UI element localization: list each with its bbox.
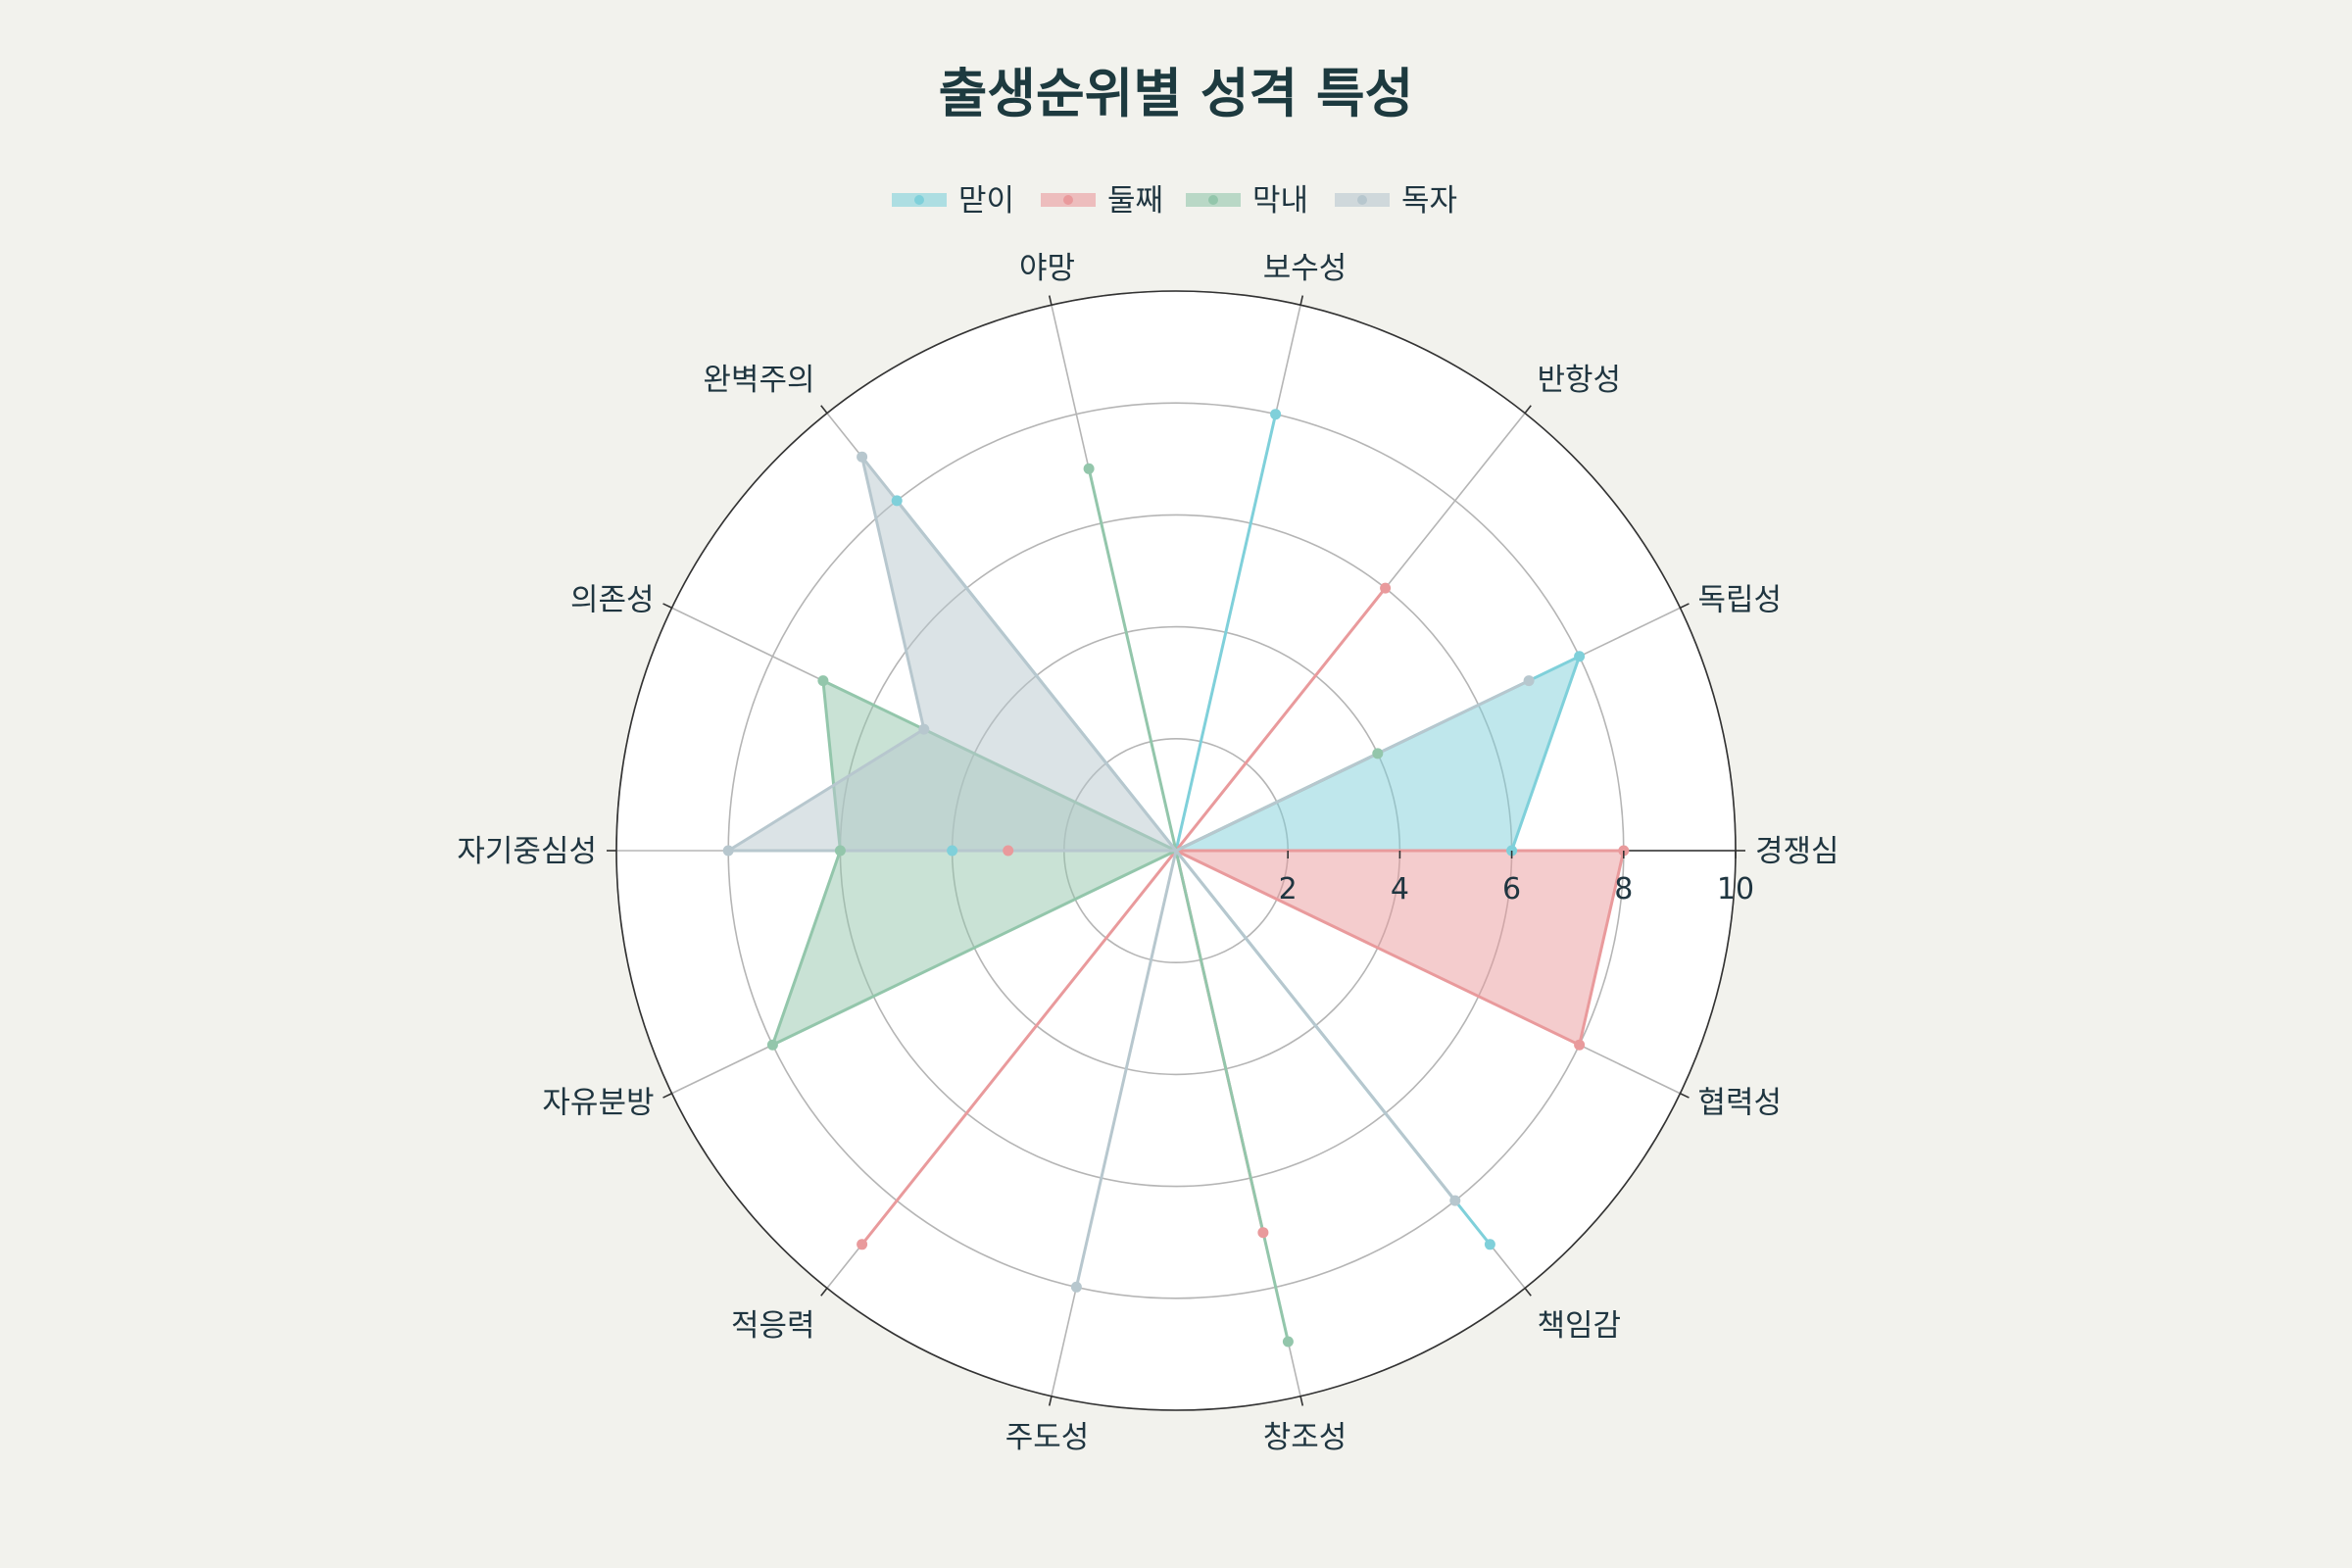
category-label-8: 자기중심성 (457, 834, 597, 869)
series-4-point (918, 723, 930, 735)
series-3-point (1282, 1336, 1294, 1348)
category-tick-mark (1299, 1396, 1304, 1406)
category-tick-mark (1680, 603, 1690, 609)
category-label-1: 경쟁심 (1755, 834, 1839, 869)
series-3-point (1083, 463, 1095, 474)
category-tick-mark (1299, 295, 1304, 306)
category-tick-mark (1680, 1093, 1690, 1099)
legend-marker-2 (1063, 195, 1073, 205)
series-4-point (722, 845, 734, 857)
series-4-point (1070, 1281, 1082, 1293)
chart-title: 출생순위별 성격 특성 (939, 63, 1414, 124)
series-3-point (766, 1039, 778, 1051)
series-1-point (1574, 651, 1586, 662)
category-tick-mark (1524, 405, 1532, 415)
series-3-point (817, 675, 829, 687)
category-tick-mark (820, 1287, 828, 1297)
series-3-point (834, 845, 846, 857)
series-4-point (1523, 675, 1535, 687)
series-2-point (1380, 582, 1392, 594)
series-4-point (1449, 1195, 1461, 1206)
series-2-point (1257, 1227, 1269, 1239)
series-area-2 (860, 587, 1626, 1246)
series-2-point (1003, 845, 1014, 857)
category-label-2: 독립성 (1698, 583, 1783, 618)
category-label-4: 보수성 (1263, 251, 1348, 286)
category-tick-mark (662, 1093, 672, 1099)
category-tick-mark (1048, 1396, 1053, 1406)
legend-marker-1 (914, 195, 924, 205)
category-label-9: 자유분방 (542, 1085, 654, 1120)
series-1-point (1484, 1239, 1495, 1250)
legend-marker-3 (1208, 195, 1218, 205)
category-label-11: 주도성 (1005, 1420, 1090, 1455)
series-3-point (1372, 748, 1384, 760)
category-tick-mark (820, 405, 828, 415)
category-tick-mark (662, 603, 672, 609)
legend-label-2: 둘째 (1107, 183, 1163, 219)
category-label-12: 창조성 (1263, 1420, 1348, 1455)
series-2-point (1574, 1039, 1586, 1051)
legend-marker-4 (1357, 195, 1367, 205)
series-1-point (891, 495, 903, 507)
category-label-5: 야망 (1019, 251, 1075, 286)
category-label-7: 의존성 (570, 583, 655, 618)
legend-label-3: 막내 (1252, 183, 1308, 219)
legend: 맏이 둘째 막내 독자 (892, 183, 1457, 219)
radial-tick-label: 10 (1717, 872, 1754, 906)
legend-label-4: 독자 (1401, 183, 1457, 219)
category-tick-mark (1524, 1287, 1532, 1297)
radial-tick-label: 2 (1279, 872, 1298, 906)
series-4-point (857, 451, 868, 463)
radial-tick-label: 8 (1614, 872, 1633, 906)
category-tick-mark (1048, 295, 1053, 306)
category-label-10: 적응력 (731, 1308, 815, 1344)
category-label-14: 협력성 (1698, 1085, 1783, 1120)
radial-tick-label: 4 (1391, 872, 1409, 906)
category-label-3: 반항성 (1538, 363, 1622, 398)
category-label-13: 책임감 (1538, 1308, 1622, 1344)
category-label-6: 완벽주의 (703, 363, 814, 398)
series-2-point (857, 1239, 868, 1250)
radial-tick-label: 6 (1502, 872, 1521, 906)
series-1-point (947, 845, 958, 857)
series-1-point (1270, 409, 1282, 420)
legend-label-1: 맏이 (958, 183, 1014, 219)
